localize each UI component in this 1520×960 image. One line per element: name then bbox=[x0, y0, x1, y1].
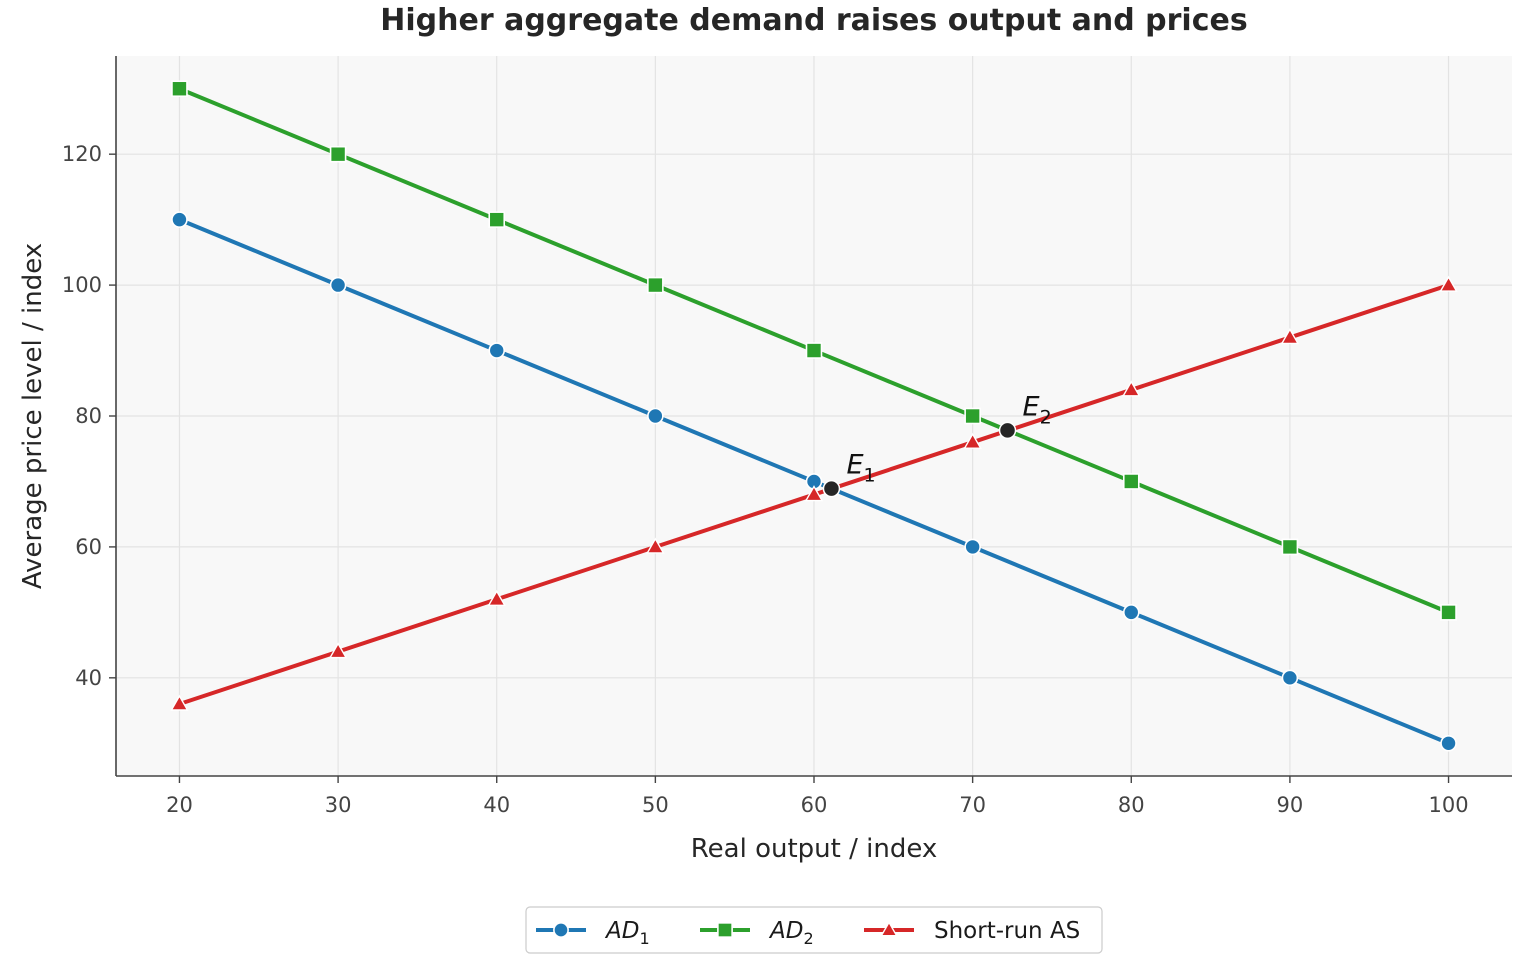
data-point bbox=[170, 694, 189, 711]
legend-label: AD2 bbox=[768, 918, 814, 948]
y-tick-label: 80 bbox=[75, 404, 102, 428]
data-point bbox=[804, 485, 824, 502]
legend-label-main: AD bbox=[768, 918, 803, 944]
data-point bbox=[964, 407, 981, 425]
x-tick-label: 20 bbox=[166, 793, 193, 817]
x-tick-label: 40 bbox=[483, 793, 510, 817]
equilibrium-point bbox=[998, 421, 1017, 440]
legend: AD1 AD2 Short-run AS bbox=[525, 906, 1103, 954]
legend-label-subscript: 2 bbox=[803, 929, 813, 948]
y-tick-label: 60 bbox=[75, 535, 102, 559]
data-point bbox=[647, 276, 664, 294]
data-point bbox=[647, 407, 664, 425]
data-point bbox=[1122, 604, 1140, 621]
data-point bbox=[329, 276, 347, 294]
legend-label-subscript: 1 bbox=[639, 929, 649, 948]
series-layer bbox=[170, 80, 1458, 752]
data-point bbox=[1281, 669, 1299, 687]
legend-item: AD1 bbox=[536, 918, 650, 948]
legend-swatch-marker bbox=[553, 922, 569, 938]
data-point bbox=[171, 211, 188, 228]
series-group bbox=[171, 211, 1457, 752]
x-tick-label: 30 bbox=[325, 793, 352, 817]
data-point bbox=[328, 642, 348, 659]
legend-label: AD1 bbox=[604, 918, 650, 948]
data-point bbox=[1122, 380, 1141, 397]
x-tick-label: 60 bbox=[801, 793, 828, 817]
series-group bbox=[171, 80, 1457, 621]
legend-item: AD2 bbox=[700, 918, 814, 948]
data-point bbox=[805, 342, 823, 359]
legend-item: Short-run AS bbox=[864, 918, 1080, 944]
equilibrium-label-subscript: 2 bbox=[1040, 406, 1052, 428]
y-tick-label: 100 bbox=[62, 273, 102, 297]
x-tick-label: 100 bbox=[1428, 793, 1468, 817]
x-axis-label: Real output / index bbox=[691, 834, 938, 864]
data-point bbox=[488, 211, 506, 228]
data-point bbox=[1439, 275, 1458, 292]
x-tick-label: 90 bbox=[1277, 793, 1304, 817]
data-point bbox=[1281, 538, 1299, 556]
legend-items: AD1 AD2 Short-run AS bbox=[536, 918, 1080, 948]
data-point bbox=[646, 537, 665, 554]
grid-layer bbox=[116, 56, 1512, 776]
data-point bbox=[1440, 734, 1457, 752]
series-group bbox=[170, 275, 1458, 711]
y-axis-label: Average price level / index bbox=[18, 243, 48, 589]
chart-title: Higher aggregate demand raises output an… bbox=[380, 3, 1247, 38]
equilibrium-label-main: E bbox=[1023, 391, 1040, 422]
equilibrium-label: E1 bbox=[846, 450, 875, 487]
legend-label-main: AD bbox=[604, 918, 639, 944]
legend-label: Short-run AS bbox=[934, 918, 1080, 944]
data-point bbox=[487, 589, 506, 606]
legend-label-main: Short-run AS bbox=[934, 918, 1080, 944]
legend-swatch-marker bbox=[717, 922, 733, 938]
y-tick-label: 40 bbox=[75, 666, 102, 690]
tick-layer: 20 30 40 50 60 70 80 90 100 40 60 80 100 120 bbox=[62, 142, 1469, 817]
data-point bbox=[1440, 604, 1457, 621]
x-tick-label: 50 bbox=[642, 793, 669, 817]
equilibrium-point bbox=[822, 479, 841, 498]
equilibrium-label-main: E bbox=[846, 450, 863, 481]
equilibrium-label: E2 bbox=[1023, 391, 1052, 428]
data-point bbox=[1280, 328, 1300, 345]
data-point bbox=[1122, 473, 1140, 490]
data-point bbox=[329, 145, 347, 163]
y-tick-label: 120 bbox=[62, 142, 102, 166]
data-point bbox=[171, 80, 188, 98]
x-tick-label: 70 bbox=[959, 793, 986, 817]
data-point bbox=[488, 342, 506, 359]
legend-box bbox=[525, 906, 1103, 954]
legend-swatch-marker bbox=[880, 920, 898, 937]
data-point bbox=[963, 432, 982, 449]
equilibrium-label-subscript: 1 bbox=[864, 465, 876, 487]
x-tick-label: 80 bbox=[1118, 793, 1145, 817]
data-point bbox=[964, 538, 981, 556]
